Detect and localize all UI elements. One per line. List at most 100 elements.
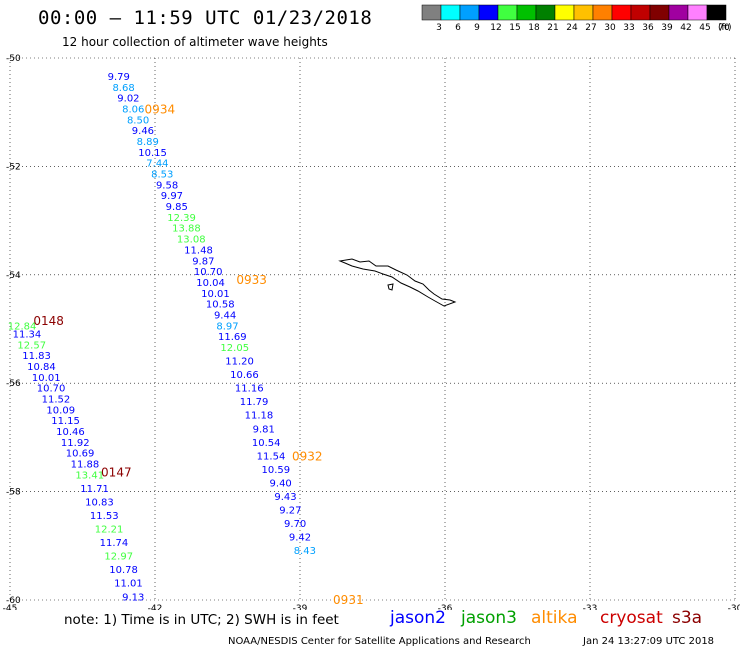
wave-height-value: 11.83 xyxy=(22,351,51,362)
wave-height-value: 8.68 xyxy=(112,83,134,94)
wave-height-value: 13.08 xyxy=(177,235,206,246)
wave-height-value: 10.04 xyxy=(196,278,225,289)
colorbar-tick-label: 70 xyxy=(718,23,730,33)
wave-height-value: 13.88 xyxy=(172,224,201,235)
wave-height-value: 11.69 xyxy=(218,332,247,343)
colorbar-tick-label: 6 xyxy=(455,23,461,33)
colorbar-tick-label: 15 xyxy=(509,23,520,33)
wave-height-value: 12.05 xyxy=(220,343,249,354)
wave-height-value: 12.84 xyxy=(8,321,37,332)
wave-height-value: 8.50 xyxy=(127,115,149,126)
wave-height-value: 11.20 xyxy=(225,357,254,368)
coastline-islet xyxy=(387,283,394,291)
wave-height-value: 11.01 xyxy=(114,579,143,590)
wave-height-value: 8.06 xyxy=(122,104,144,115)
colorbar-tick-label: 12 xyxy=(490,23,501,33)
wave-height-value: 9.46 xyxy=(132,126,154,137)
longitude-tick-label: -33 xyxy=(583,604,598,610)
colorbar-tick-label: 42 xyxy=(680,23,691,33)
wave-height-value: 11.54 xyxy=(257,451,286,462)
wave-height-value: 10.01 xyxy=(201,289,230,300)
generated-timestamp: Jan 24 13:27:09 UTC 2018 xyxy=(583,636,715,647)
satellite-legend-jason3: jason3 xyxy=(461,608,517,628)
wave-height-value: 10.83 xyxy=(85,497,114,508)
wave-height-value: 11.92 xyxy=(61,438,90,449)
wave-height-map: -45 -42 -39 -36 -33 -30 -50 -52 -54 -56 -58 -60 9.7… xyxy=(3,54,740,610)
wave-height-value: 11.34 xyxy=(13,329,42,340)
wave-height-value: 10.01 xyxy=(32,373,61,384)
wave-height-value: 7.44 xyxy=(146,159,168,170)
wave-height-value: 11.79 xyxy=(240,397,269,408)
wave-height-value: 11.71 xyxy=(80,484,109,495)
satellite-legend-altika: altika xyxy=(531,608,578,628)
wave-height-value: 11.18 xyxy=(245,411,274,422)
longitude-tick-label: -45 xyxy=(3,604,18,610)
wave-height-value: 11.15 xyxy=(51,416,80,427)
latitude-tick-label: -56 xyxy=(6,379,21,389)
wave-height-value: 9.43 xyxy=(274,492,296,503)
credit-line: NOAA/NESDIS Center for Satellite Applica… xyxy=(228,636,531,647)
pass-time-label: 0147 xyxy=(101,466,132,480)
wave-height-value: 10.09 xyxy=(46,405,75,416)
wave-height-value: 9.85 xyxy=(166,202,188,213)
colorbar-tick-label: 27 xyxy=(585,23,596,33)
wave-height-value: 9.79 xyxy=(108,72,130,83)
wave-height-value: 9.02 xyxy=(117,94,139,105)
wave-height-value: 9.42 xyxy=(289,533,311,544)
wave-height-value: 11.53 xyxy=(90,511,119,522)
longitude-tick-label: -30 xyxy=(728,604,740,610)
colorbar-tick-label: 39 xyxy=(661,23,673,33)
wave-height-value: 10.70 xyxy=(37,384,66,395)
wave-height-value: 9.87 xyxy=(192,256,214,267)
wave-height-value: 10.15 xyxy=(138,148,167,159)
colorbar-tick-label: 24 xyxy=(566,23,578,33)
wave-height-value: 11.16 xyxy=(235,384,264,395)
satellite-legend-cryosat: cryosat xyxy=(600,608,663,628)
wave-height-value: 9.81 xyxy=(253,424,275,435)
wave-height-value: 10.46 xyxy=(56,427,85,438)
wave-height-value: 11.88 xyxy=(71,460,100,471)
wave-height-value: 12.21 xyxy=(95,525,124,536)
page-title: 00:00 – 11:59 UTC 01/23/2018 xyxy=(38,7,373,29)
wave-height-value: 9.97 xyxy=(161,191,183,202)
units-note: note: 1) Time is in UTC; 2) SWH is in fe… xyxy=(64,612,339,628)
latitude-tick-label: -52 xyxy=(6,162,21,172)
wave-height-value: 9.13 xyxy=(122,592,144,603)
pass-time-label: 0932 xyxy=(292,449,323,463)
colorbar-unit: (ft) xyxy=(718,23,732,33)
wave-height-value: 11.52 xyxy=(42,394,71,405)
colorbar-tick-label: 9 xyxy=(474,23,480,33)
longitude-tick-label: -39 xyxy=(293,604,308,610)
pass-time-label: 0933 xyxy=(236,273,267,287)
wave-height-value: 9.58 xyxy=(156,180,178,191)
wave-height-value: 12.39 xyxy=(167,213,196,224)
pass-time-label: 0934 xyxy=(145,102,176,116)
wave-height-value: 8.53 xyxy=(151,170,173,181)
south-georgia-island-outline xyxy=(338,258,457,307)
satellite-legend-s3a: s3a xyxy=(672,608,703,628)
wave-height-value: 8.97 xyxy=(216,321,238,332)
colorbar-swatch xyxy=(706,4,727,21)
wave-height-value: 10.58 xyxy=(206,300,235,311)
wave-height-value: 9.44 xyxy=(214,310,236,321)
wave-height-value: 10.54 xyxy=(252,438,281,449)
wave-height-value: 10.70 xyxy=(194,267,223,278)
wave-height-value: 9.27 xyxy=(279,506,301,517)
longitude-tick-label: -36 xyxy=(438,604,453,610)
wave-height-colorbar: 3 6 9 12 15 18 21 24 27 30 33 36 39 42 45 70(ft) xyxy=(421,4,732,33)
page-subtitle: 12 hour collection of altimeter wave hei… xyxy=(62,35,328,49)
colorbar-tick-label: 21 xyxy=(547,23,558,33)
south-georgia-coastline xyxy=(338,258,457,307)
colorbar-tick-label: 45 xyxy=(699,23,710,33)
wave-height-value: 11.48 xyxy=(184,245,213,256)
wave-height-value: 9.70 xyxy=(284,519,306,530)
wave-height-value: 10.66 xyxy=(230,370,259,381)
latitude-tick-label: -60 xyxy=(6,596,21,606)
wave-height-value: 8.89 xyxy=(137,137,159,148)
wave-height-value: 8.43 xyxy=(294,546,316,557)
wave-height-value: 13.41 xyxy=(75,470,104,481)
latitude-tick-label: -58 xyxy=(6,488,21,498)
wave-height-value: 12.97 xyxy=(104,552,133,563)
wave-height-value: 10.59 xyxy=(262,465,291,476)
